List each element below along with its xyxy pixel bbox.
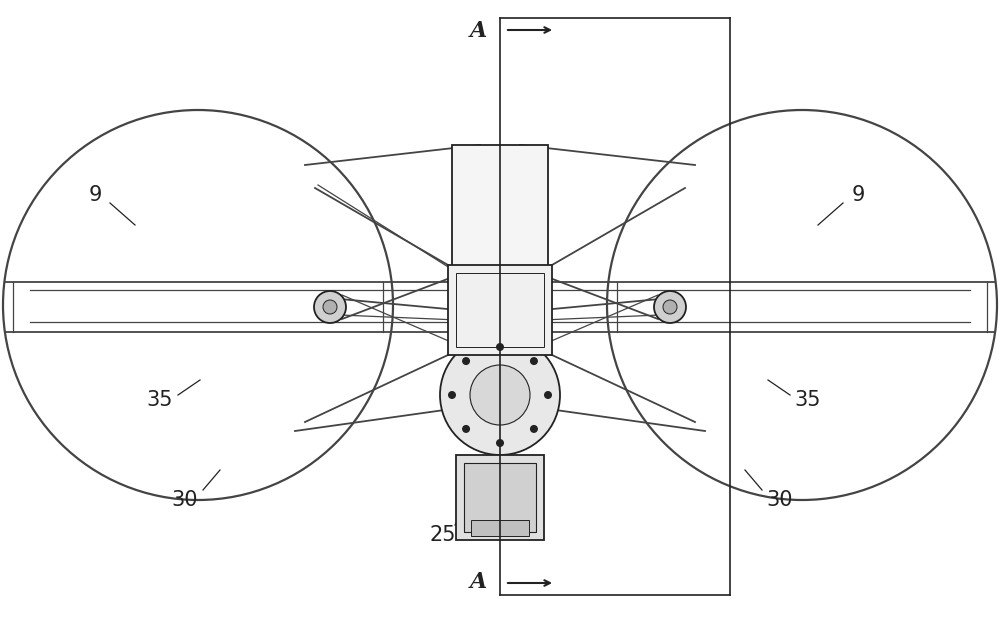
Circle shape <box>496 343 504 351</box>
Circle shape <box>544 391 552 399</box>
Bar <box>471 520 529 536</box>
Text: 35: 35 <box>147 390 173 410</box>
Text: 25: 25 <box>430 525 456 545</box>
Circle shape <box>462 425 470 433</box>
Circle shape <box>323 300 337 314</box>
Bar <box>448 265 552 355</box>
Circle shape <box>654 291 686 323</box>
Circle shape <box>530 425 538 433</box>
Circle shape <box>530 357 538 365</box>
Text: 9: 9 <box>88 185 102 205</box>
Circle shape <box>314 291 346 323</box>
Text: 35: 35 <box>795 390 821 410</box>
Text: 30: 30 <box>767 490 793 510</box>
Bar <box>456 273 544 347</box>
Text: 27: 27 <box>487 185 513 205</box>
Bar <box>464 463 536 532</box>
Circle shape <box>462 357 470 365</box>
Text: A: A <box>469 571 487 593</box>
Circle shape <box>448 391 456 399</box>
Circle shape <box>470 365 530 425</box>
Circle shape <box>663 300 677 314</box>
Circle shape <box>496 439 504 447</box>
Text: 28: 28 <box>487 290 513 310</box>
Bar <box>456 455 544 540</box>
Bar <box>452 145 548 275</box>
Text: A: A <box>469 20 487 42</box>
Circle shape <box>440 335 560 455</box>
Text: 9: 9 <box>851 185 865 205</box>
Text: 30: 30 <box>172 490 198 510</box>
